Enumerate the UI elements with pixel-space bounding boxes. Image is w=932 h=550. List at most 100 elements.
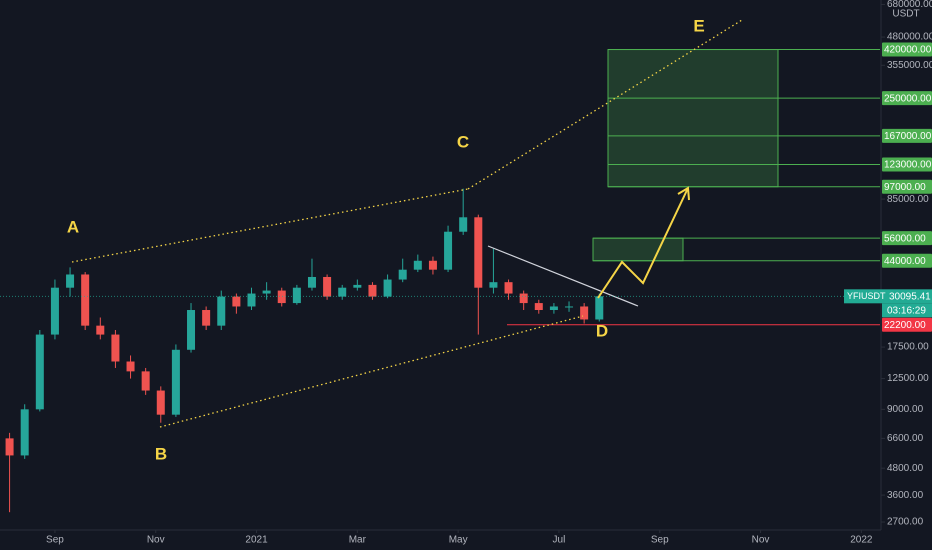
candle-body [534,303,543,311]
x-tick-label: 2021 [245,535,268,546]
y-tick-label: 3600.00 [887,490,924,501]
candles [5,188,604,513]
y-tick-label: 480000.00 [887,32,932,43]
candle-body [96,325,105,335]
level-label: 167000.00 [884,131,932,142]
candle-body [565,306,574,308]
candle-body [413,260,422,270]
x-tick-label: Nov [147,535,165,546]
candle-body [307,276,316,288]
x-tick-label: Nov [752,535,770,546]
wave-label: D [596,321,608,340]
candle-body [277,290,286,304]
y-tick-label: 2700.00 [887,517,924,528]
y-tick-label: 85000.00 [887,194,929,205]
y-tick-label: 680000.00 [887,0,932,10]
y-tick-label: 6600.00 [887,433,924,444]
candle-body [5,438,14,456]
wave-label: B [155,444,167,463]
y-tick-label: 355000.00 [887,60,932,71]
x-tick-label: Jul [553,535,566,546]
level-label: 44000.00 [884,256,926,267]
level-label: 250000.00 [884,93,932,104]
candle-body [50,287,59,335]
level-tag [882,231,932,246]
level-label: 97000.00 [884,182,926,193]
level-label: 123000.00 [884,160,932,171]
candle-body [292,287,301,304]
x-tick-label: May [449,535,468,546]
candle-body [66,274,75,288]
candle-body [428,260,437,270]
x-tick-label: Mar [349,535,367,546]
candle-body [580,306,589,320]
y-tick-label: 17500.00 [887,342,929,353]
level-tag [882,157,932,172]
drawings: A B C D E [67,16,743,463]
candle-body [247,293,256,307]
x-tick-label: Sep [651,535,669,546]
candle-body [202,310,211,326]
candle-body [126,361,135,372]
x-tick-label: 2022 [850,535,873,546]
candle-body [262,290,271,294]
candle-body [489,282,498,288]
level-tag [882,128,932,143]
arrow-head [677,186,690,201]
target-box [607,49,779,188]
boxes [507,49,880,326]
candle-body [20,409,29,456]
level-tag [882,253,932,268]
candle-body [232,296,241,307]
candle-body [459,217,468,232]
candle-body [81,274,90,326]
level-tag [882,42,932,57]
candle-body [141,371,150,391]
level-label: 420000.00 [884,45,932,56]
wave-label: E [693,16,704,35]
wave-label: A [67,217,79,236]
channel-bottom [159,315,584,428]
y-tick-label: 12500.00 [887,373,929,384]
candle-body [444,231,453,270]
candle-body [353,284,362,288]
level-tag [882,179,932,194]
candle-body [111,334,120,362]
candle-body [156,390,165,415]
candle-body [171,349,180,415]
y-tick-label: 4800.00 [887,463,924,474]
candle-body [398,269,407,280]
wave-label: C [457,132,469,151]
current-price-tag [844,289,932,304]
candle-body [519,293,528,304]
x-tick-label: Sep [46,535,64,546]
candle-body [187,310,196,350]
quote-currency: USDT [892,9,919,20]
current-price-label: 30095.41 [889,291,931,302]
candle-body [368,284,377,297]
candle-body [338,287,347,297]
level-label: 56000.00 [884,233,926,244]
candle-body [595,296,604,320]
candle-body [217,296,226,326]
countdown-tag [882,303,932,318]
candle-body [549,306,558,311]
target-box [592,237,684,262]
level-label: 22200.00 [884,320,926,331]
level-tag [882,317,932,332]
path-arrow [597,187,689,299]
candle-body [383,279,392,297]
countdown-label: 03:16:29 [887,305,926,316]
candle-body [35,334,44,410]
level-tag [882,91,932,106]
candle-body [504,282,513,294]
y-tick-label: 9000.00 [887,404,924,415]
symbol-label: YFIUSDT [847,291,886,301]
candle-body [474,217,483,288]
trend-line [487,245,639,307]
candle-body [323,276,332,297]
